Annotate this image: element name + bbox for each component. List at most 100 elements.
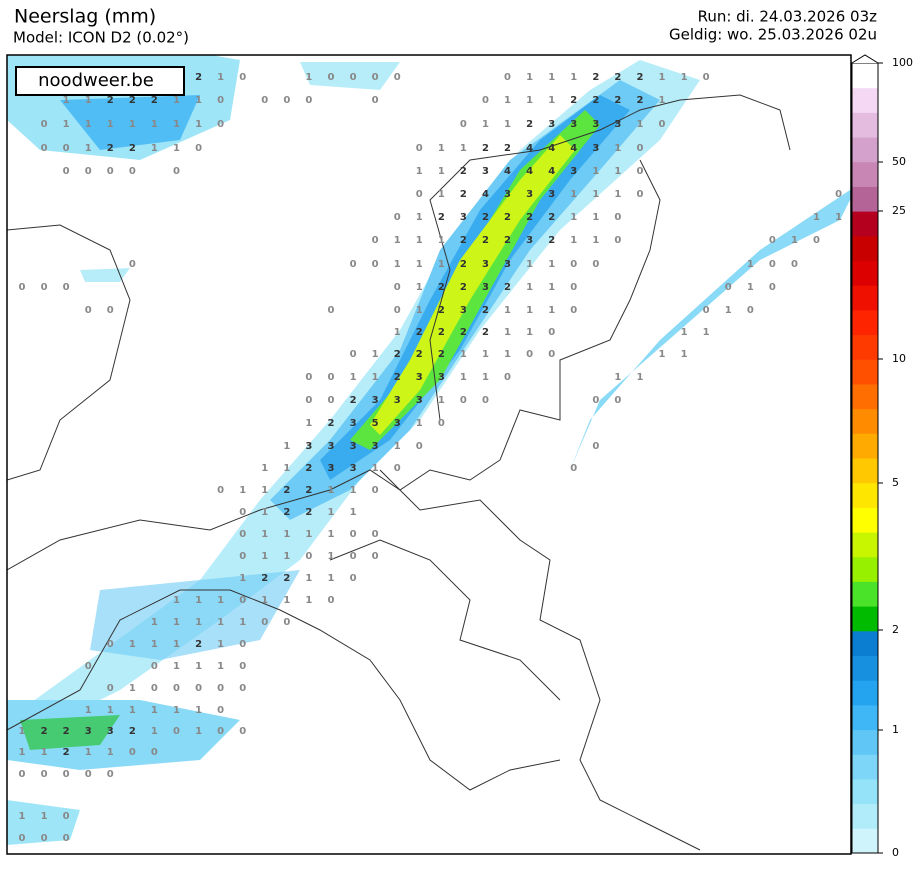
grid-value: 1 — [283, 463, 290, 474]
colorbar-bin — [852, 359, 878, 385]
grid-value: 1 — [636, 119, 643, 130]
grid-value: 1 — [129, 119, 136, 130]
grid-value: 0 — [107, 166, 114, 177]
grid-value: 0 — [327, 395, 334, 406]
colorbar-bin — [852, 507, 878, 533]
grid-value: 2 — [305, 485, 312, 496]
grid-value: 1 — [350, 507, 357, 518]
grid-value: 2 — [504, 235, 511, 246]
colorbar-bin — [852, 630, 878, 656]
colorbar-bin — [852, 383, 878, 410]
grid-value: 1 — [482, 349, 489, 360]
grid-value: 0 — [394, 282, 401, 293]
grid-value: 0 — [570, 259, 577, 270]
grid-value: 0 — [261, 617, 268, 628]
grid-value: 0 — [592, 395, 599, 406]
grid-value: 2 — [614, 72, 621, 83]
grid-value: 3 — [416, 372, 423, 383]
grid-value: 1 — [239, 617, 246, 628]
grid-value: 1 — [151, 119, 158, 130]
run: Run: di. 24.03.2026 03z — [698, 8, 878, 26]
grid-value: 0 — [239, 529, 246, 540]
grid-value: 1 — [107, 747, 114, 758]
grid-value: 3 — [614, 119, 621, 130]
grid-value: 4 — [526, 143, 533, 154]
grid-value: 1 — [327, 573, 334, 584]
grid-value: 1 — [482, 372, 489, 383]
grid-value: 0 — [570, 305, 577, 316]
grid-value: 2 — [504, 282, 511, 293]
grid-value: 1 — [85, 143, 92, 154]
grid-value: 3 — [570, 119, 577, 130]
grid-value: 0 — [350, 72, 357, 83]
grid-value: 1 — [372, 372, 379, 383]
colorbar-bin — [852, 309, 878, 336]
grid-value: 0 — [151, 683, 158, 694]
grid-value: 3 — [394, 395, 401, 406]
grid-value: 1 — [283, 551, 290, 562]
grid-value: 0 — [107, 305, 114, 316]
grid-value: 0 — [239, 726, 246, 737]
grid-value: 0 — [107, 769, 114, 780]
grid-value: 1 — [261, 463, 268, 474]
grid-value: 1 — [305, 595, 312, 606]
grid-value: 3 — [372, 395, 379, 406]
grid-value: 0 — [107, 639, 114, 650]
grid-value: 0 — [283, 617, 290, 628]
grid-value: 1 — [63, 119, 70, 130]
grid-value: 1 — [416, 212, 423, 223]
grid-value: 0 — [438, 418, 445, 429]
grid-value: 2 — [460, 327, 467, 338]
grid-value: 3 — [482, 166, 489, 177]
grid-value: 0 — [636, 189, 643, 200]
grid-value: 1 — [173, 661, 180, 672]
grid-value: 1 — [570, 235, 577, 246]
grid-value: 0 — [592, 259, 599, 270]
grid-value: 0 — [63, 811, 70, 822]
grid-value: 3 — [592, 119, 599, 130]
grid-value: 0 — [350, 529, 357, 540]
grid-value: 3 — [504, 259, 511, 270]
grid-value: 2 — [526, 119, 533, 130]
grid-value: 2 — [592, 72, 599, 83]
grid-value: 2 — [151, 95, 158, 106]
grid-value: 1 — [151, 726, 158, 737]
grid-value: 1 — [195, 726, 202, 737]
grid-value: 1 — [19, 747, 26, 758]
grid-value: 1 — [504, 349, 511, 360]
grid-value: 3 — [327, 463, 334, 474]
grid-value: 0 — [460, 119, 467, 130]
grid-value: 1 — [63, 95, 70, 106]
grid-value: 0 — [85, 769, 92, 780]
grid-value: 1 — [283, 441, 290, 452]
grid-value: 0 — [217, 726, 224, 737]
grid-value: 0 — [769, 259, 776, 270]
grid-value: 3 — [570, 166, 577, 177]
grid-value: 2 — [614, 95, 621, 106]
grid-value: 3 — [107, 726, 114, 737]
grid-value: 1 — [85, 705, 92, 716]
grid-value: 0 — [19, 769, 26, 780]
colorbar-bin — [852, 803, 878, 829]
grid-value: 1 — [438, 189, 445, 200]
grid-value: 0 — [548, 327, 555, 338]
grid-value: 0 — [327, 72, 334, 83]
grid-value: 1 — [460, 143, 467, 154]
grid-value: 1 — [261, 529, 268, 540]
grid-value: 0 — [129, 166, 136, 177]
grid-value: 0 — [41, 282, 48, 293]
grid-value: 3 — [460, 212, 467, 223]
grid-value: 2 — [129, 143, 136, 154]
grid-value: 1 — [681, 327, 688, 338]
grid-value: 1 — [85, 119, 92, 130]
grid-value: 1 — [195, 595, 202, 606]
colorbar-bin — [852, 87, 878, 113]
grid-value: 2 — [504, 143, 511, 154]
grid-value: 0 — [63, 282, 70, 293]
grid-value: 0 — [283, 95, 290, 106]
grid-value: 1 — [526, 305, 533, 316]
grid-value: 0 — [416, 441, 423, 452]
grid-value: 0 — [327, 305, 334, 316]
colorbar-tick-label: 10 — [892, 352, 906, 365]
grid-value: 0 — [372, 72, 379, 83]
